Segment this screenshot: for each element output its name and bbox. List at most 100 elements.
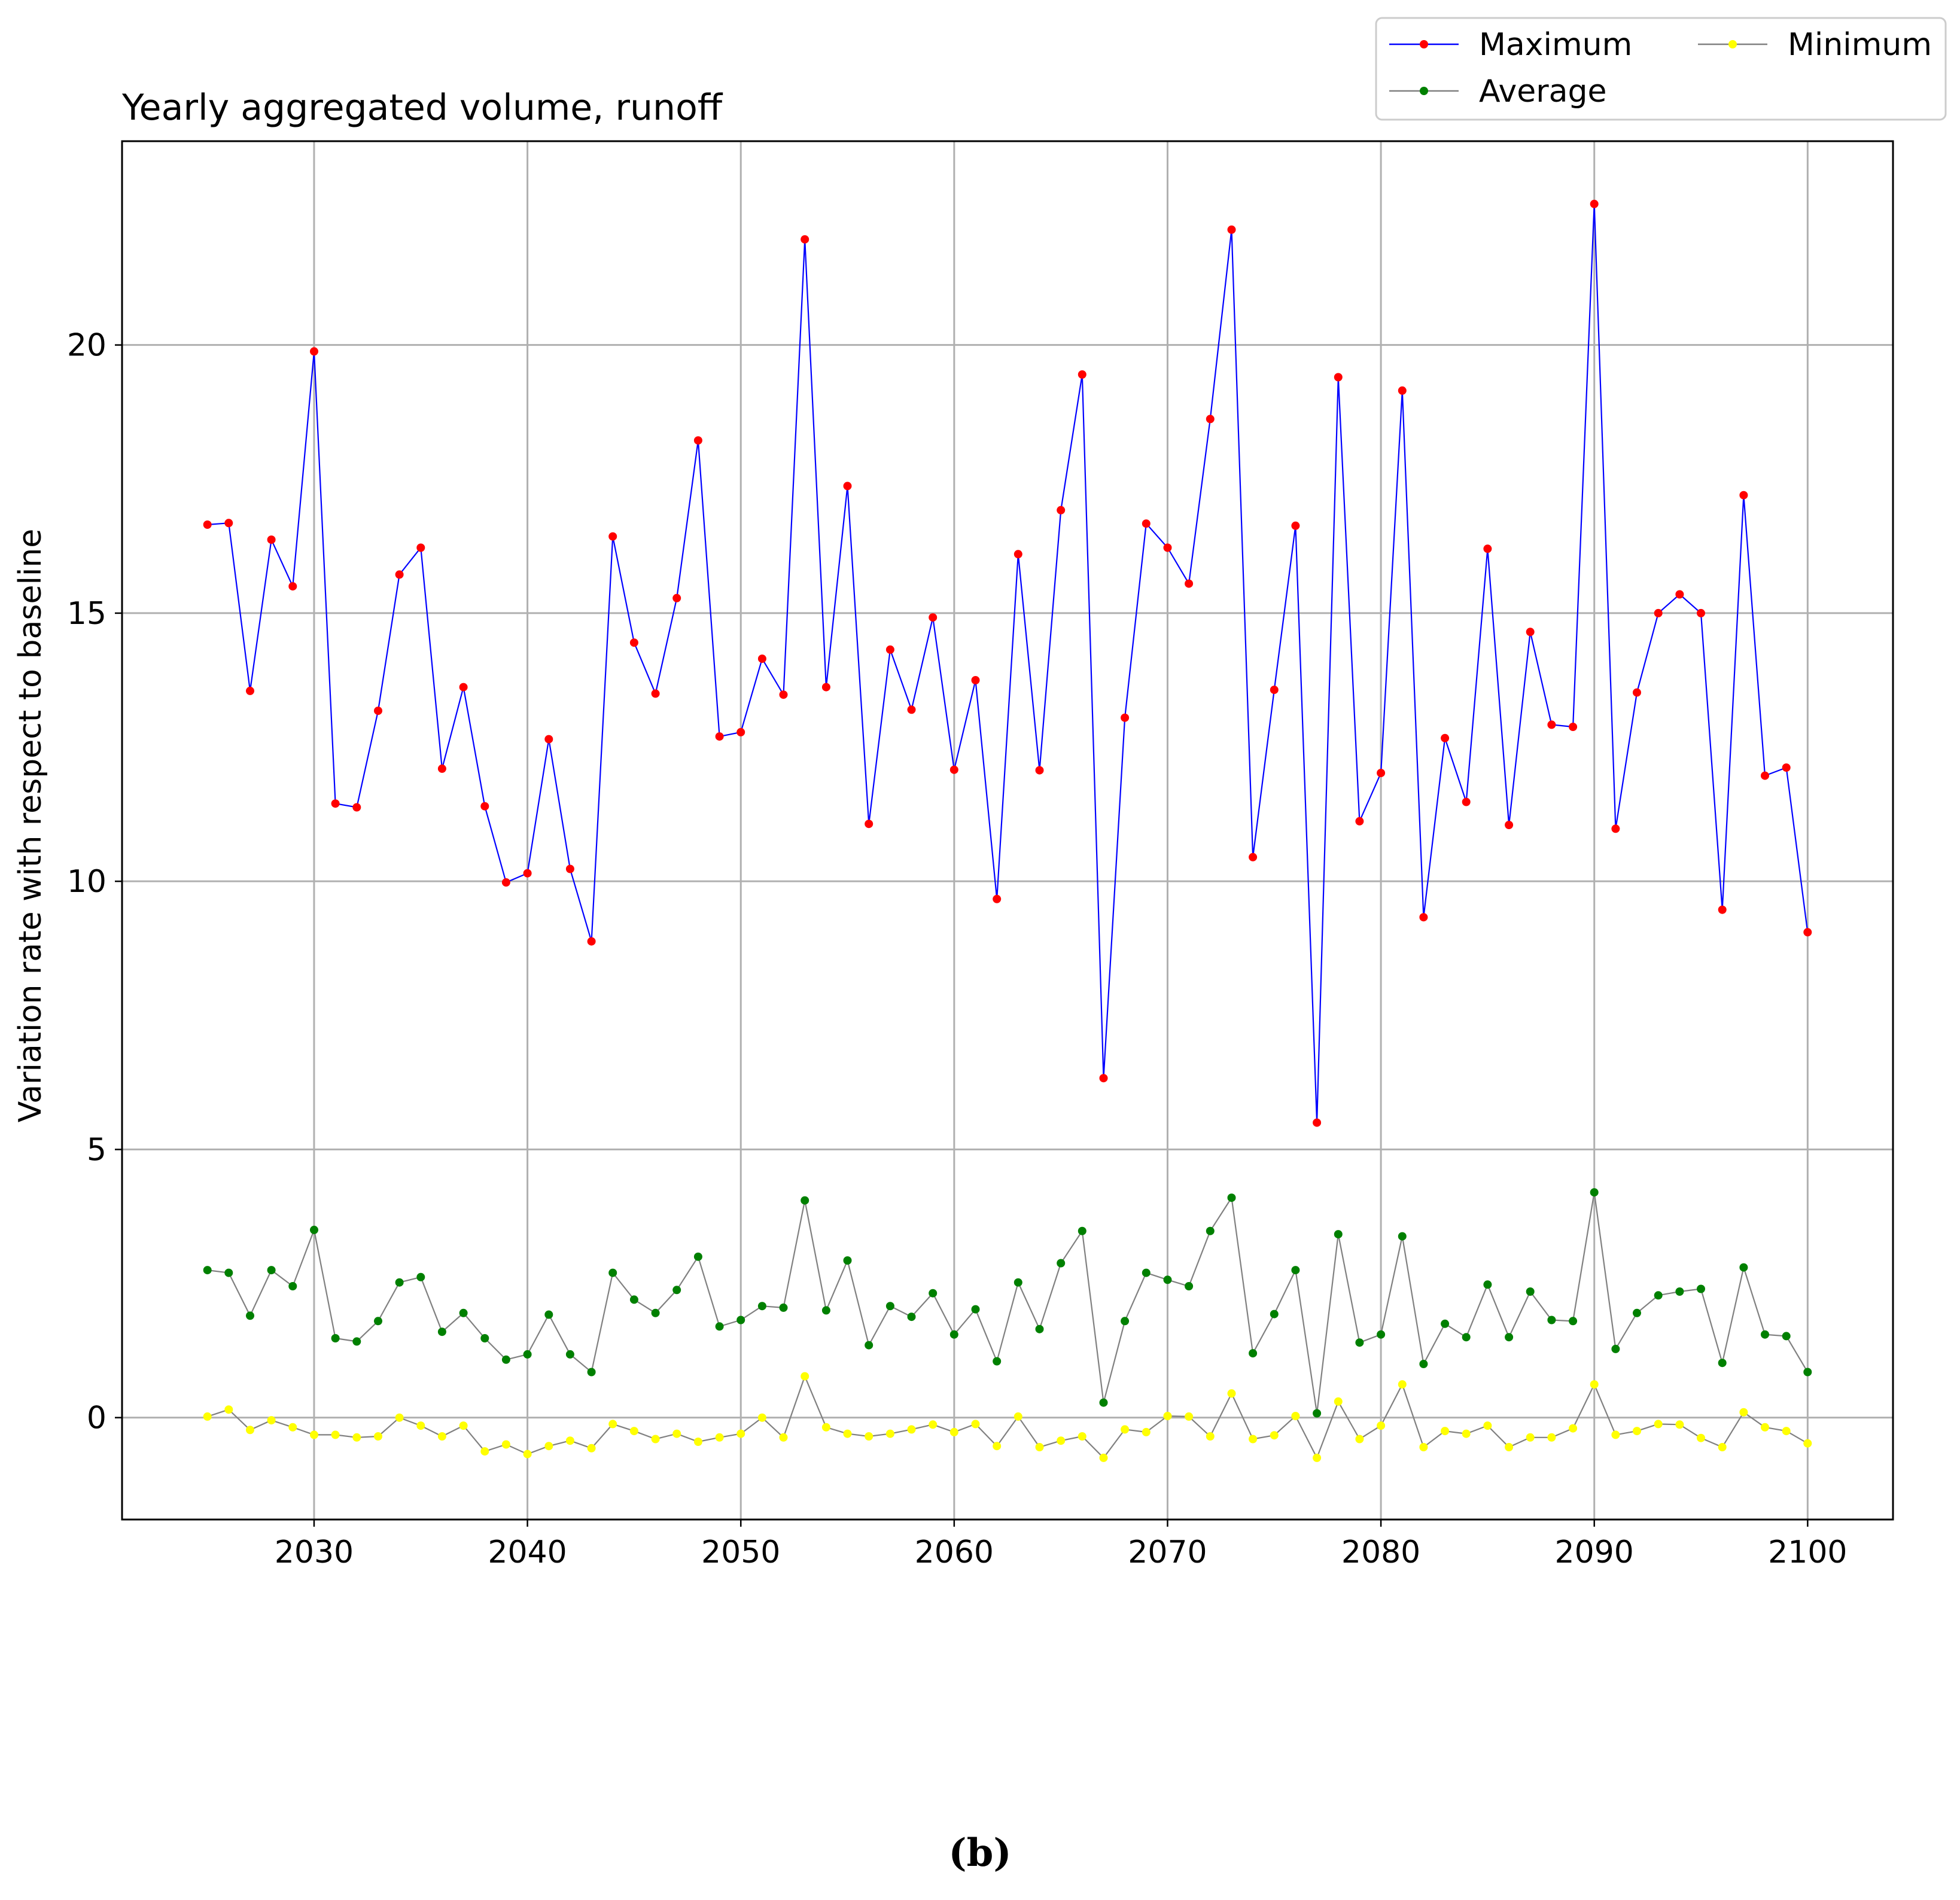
- data-point-maximum: [288, 582, 297, 591]
- data-point-minimum: [587, 1444, 596, 1453]
- data-point-average: [395, 1278, 404, 1287]
- data-point-average: [971, 1305, 980, 1314]
- legend-marker-average: [1420, 87, 1428, 95]
- data-point-average: [523, 1350, 532, 1359]
- data-point-minimum: [1249, 1435, 1258, 1444]
- data-point-maximum: [374, 707, 382, 715]
- data-point-average: [821, 1306, 830, 1315]
- data-point-minimum: [1035, 1443, 1044, 1451]
- axis-ticks: 2030 2040 2050 2060 2070 2080 2090 2100 0 5 10 15 20: [67, 328, 1848, 1570]
- data-point-average: [1419, 1360, 1428, 1368]
- data-point-minimum: [1483, 1421, 1492, 1430]
- data-point-average: [1569, 1317, 1578, 1326]
- data-point-average: [1014, 1278, 1022, 1287]
- data-point-maximum: [1057, 506, 1066, 514]
- data-point-minimum: [1547, 1433, 1556, 1442]
- data-point-maximum: [459, 683, 468, 692]
- data-point-minimum: [715, 1433, 724, 1442]
- data-point-average: [1590, 1188, 1599, 1197]
- data-point-maximum: [224, 519, 233, 528]
- data-point-average: [501, 1355, 510, 1364]
- data-point-minimum: [437, 1432, 446, 1441]
- data-point-maximum: [1121, 713, 1130, 722]
- data-point-average: [736, 1316, 745, 1324]
- data-point-average: [480, 1334, 489, 1342]
- data-point-minimum: [821, 1423, 830, 1432]
- data-point-minimum: [1611, 1430, 1620, 1439]
- data-point-average: [608, 1268, 617, 1277]
- data-point-maximum: [1739, 491, 1748, 500]
- y-tick-label: 20: [67, 328, 106, 364]
- data-point-maximum: [203, 520, 212, 529]
- data-point-maximum: [1227, 225, 1236, 234]
- data-point-average: [1099, 1398, 1108, 1407]
- x-tick-label: 2080: [1341, 1534, 1420, 1570]
- x-tick-label: 2050: [701, 1534, 780, 1570]
- data-point-minimum: [929, 1420, 938, 1429]
- data-point-maximum: [1633, 688, 1641, 697]
- data-point-minimum: [1803, 1439, 1812, 1448]
- data-point-maximum: [1185, 579, 1194, 588]
- data-point-minimum: [1227, 1389, 1236, 1398]
- data-point-maximum: [629, 638, 638, 647]
- data-point-maximum: [1419, 913, 1428, 922]
- series-line-average: [207, 1192, 1809, 1414]
- data-point-minimum: [288, 1423, 297, 1432]
- data-point-minimum: [1014, 1412, 1022, 1421]
- data-point-maximum: [693, 436, 702, 445]
- data-point-minimum: [843, 1429, 852, 1438]
- data-point-average: [672, 1286, 681, 1295]
- data-point-maximum: [1014, 550, 1022, 559]
- data-point-maximum: [1334, 373, 1343, 382]
- data-point-minimum: [1739, 1408, 1748, 1417]
- x-tick-label: 2040: [488, 1534, 567, 1570]
- data-point-minimum: [629, 1427, 638, 1436]
- legend-entry-minimum: Minimum: [1698, 27, 1932, 63]
- data-point-average: [1654, 1291, 1663, 1300]
- data-point-average: [651, 1308, 660, 1317]
- data-point-average: [757, 1302, 766, 1311]
- data-point-average: [907, 1313, 916, 1322]
- data-point-maximum: [1270, 686, 1279, 695]
- data-point-maximum: [1611, 824, 1620, 833]
- data-point-maximum: [1526, 628, 1535, 637]
- data-point-average: [1249, 1349, 1258, 1358]
- data-point-minimum: [1185, 1412, 1194, 1421]
- data-point-average: [1121, 1317, 1130, 1326]
- y-tick-label: 5: [87, 1132, 106, 1168]
- data-point-average: [1334, 1230, 1343, 1239]
- series-line-maximum: [207, 203, 1809, 1123]
- data-point-minimum: [310, 1430, 318, 1439]
- data-point-maximum: [395, 570, 404, 579]
- data-point-maximum: [246, 686, 254, 695]
- data-point-average: [1462, 1333, 1471, 1342]
- data-point-minimum: [1633, 1427, 1641, 1436]
- data-point-average: [1270, 1310, 1279, 1319]
- series-minimum: [203, 1372, 1812, 1462]
- data-point-average: [587, 1368, 596, 1377]
- data-point-average: [715, 1322, 724, 1331]
- data-point-maximum: [1590, 199, 1599, 208]
- legend-label-average: Average: [1479, 74, 1607, 109]
- data-point-minimum: [1590, 1380, 1599, 1389]
- data-point-maximum: [267, 535, 276, 544]
- data-point-minimum: [1526, 1433, 1535, 1442]
- data-point-average: [267, 1266, 276, 1275]
- data-point-minimum: [352, 1433, 361, 1442]
- data-point-average: [885, 1302, 894, 1311]
- chart-title: Yearly aggregated volume, runoff: [121, 87, 723, 129]
- data-point-minimum: [736, 1429, 745, 1438]
- data-point-average: [1803, 1368, 1812, 1377]
- data-point-maximum: [757, 654, 766, 663]
- x-tick-label: 2030: [275, 1534, 354, 1570]
- data-point-average: [1398, 1232, 1407, 1241]
- data-point-average: [779, 1303, 788, 1312]
- data-point-average: [288, 1282, 297, 1290]
- data-point-minimum: [1654, 1420, 1663, 1429]
- data-point-minimum: [1078, 1432, 1086, 1441]
- data-point-minimum: [885, 1429, 894, 1438]
- data-point-average: [1526, 1287, 1535, 1296]
- data-point-average: [1547, 1316, 1556, 1324]
- data-point-minimum: [224, 1405, 233, 1414]
